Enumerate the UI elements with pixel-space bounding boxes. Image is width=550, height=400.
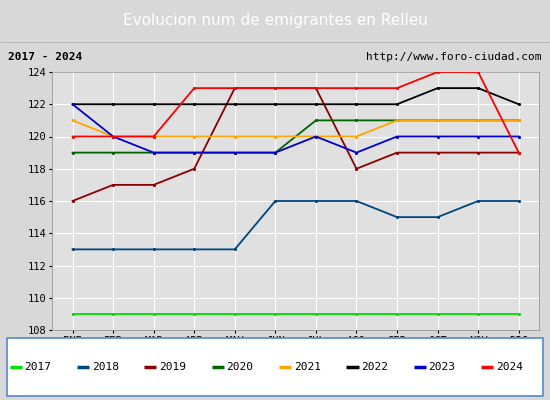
Text: 2022: 2022 xyxy=(361,362,388,372)
Text: 2019: 2019 xyxy=(159,362,186,372)
Text: http://www.foro-ciudad.com: http://www.foro-ciudad.com xyxy=(366,52,542,62)
Text: 2017 - 2024: 2017 - 2024 xyxy=(8,52,82,62)
Text: 2024: 2024 xyxy=(496,362,523,372)
Text: 2023: 2023 xyxy=(428,362,455,372)
Text: 2018: 2018 xyxy=(92,362,119,372)
Text: 2017: 2017 xyxy=(24,362,51,372)
FancyBboxPatch shape xyxy=(7,338,543,396)
Text: 2021: 2021 xyxy=(294,362,321,372)
Text: Evolucion num de emigrantes en Relleu: Evolucion num de emigrantes en Relleu xyxy=(123,14,427,28)
Text: 2020: 2020 xyxy=(227,362,254,372)
